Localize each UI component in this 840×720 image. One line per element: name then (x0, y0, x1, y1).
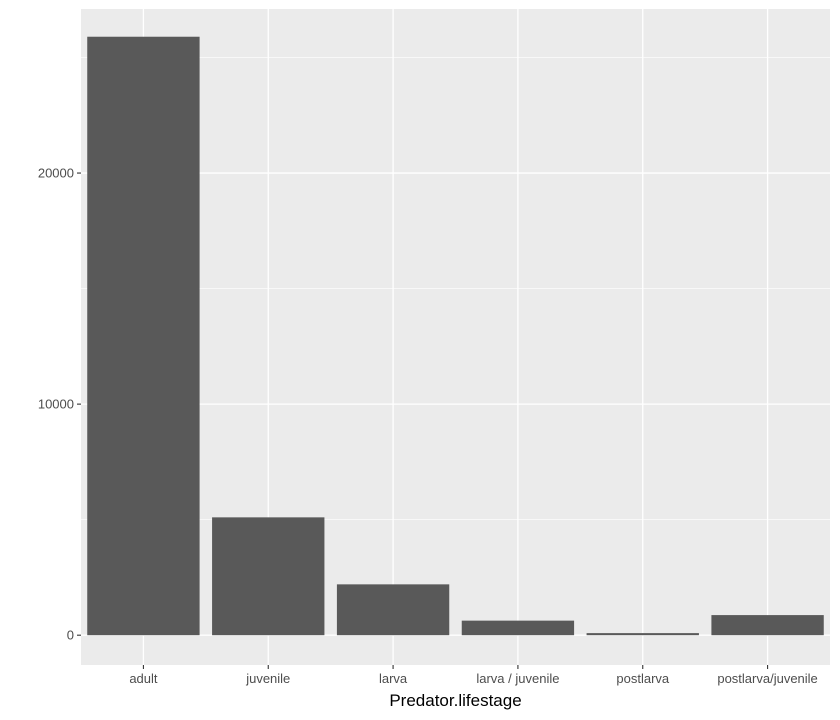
bar-adult (87, 36, 200, 636)
x-tick-label: larva (379, 671, 408, 686)
x-tick-label: larva / juvenile (476, 671, 559, 686)
bar-postlarva-juvenile (711, 615, 824, 636)
minor-gridlines (81, 57, 830, 520)
y-tick-label: 0 (67, 628, 74, 643)
x-tick-label: postlarva (616, 671, 670, 686)
x-tick-label: postlarva/juvenile (717, 671, 817, 686)
x-axis: adult juvenile larva larva / juvenile postla… (129, 665, 818, 686)
bars (87, 36, 824, 636)
y-axis: 0 10000 20000 (38, 166, 81, 643)
bar-larva (336, 584, 450, 636)
x-tick-label: juvenile (245, 671, 290, 686)
bar-postlarva (586, 633, 699, 636)
y-tick-label: 20000 (38, 166, 74, 181)
plot-panel (81, 9, 830, 665)
y-tick-label: 10000 (38, 397, 74, 412)
x-axis-title: Predator.lifestage (389, 691, 521, 710)
bar-larva-juvenile (461, 620, 575, 636)
bar-juvenile (212, 517, 325, 636)
x-tick-label: adult (129, 671, 158, 686)
